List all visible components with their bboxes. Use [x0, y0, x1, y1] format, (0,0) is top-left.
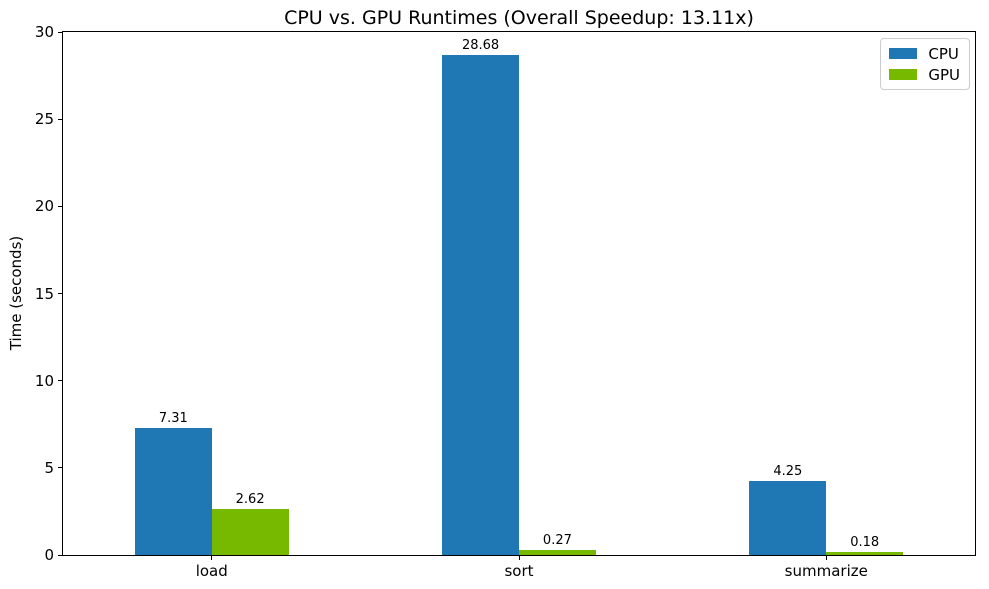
legend-label-cpu: CPU	[928, 44, 959, 63]
y-tick-mark	[58, 31, 62, 33]
bar-value-label-cpu-summarize: 4.25	[773, 463, 803, 479]
legend-swatch-cpu	[889, 48, 918, 59]
x-tick-mark	[825, 556, 827, 560]
y-tick-mark	[58, 205, 62, 207]
chart-title: CPU vs. GPU Runtimes (Overall Speedup: 1…	[284, 7, 754, 29]
bar-value-label-cpu-load: 7.31	[158, 410, 188, 426]
x-tick-label-sort: sort	[504, 562, 534, 580]
x-tick-mark	[211, 556, 213, 560]
bar-cpu-summarize	[749, 480, 827, 555]
y-tick-label: 25	[34, 110, 54, 129]
legend-swatch-gpu	[889, 69, 918, 80]
y-tick-mark	[58, 118, 62, 120]
bar-value-label-gpu-summarize: 0.18	[850, 534, 880, 550]
bar-gpu-load	[211, 509, 289, 555]
bar-gpu-summarize	[826, 551, 904, 555]
y-tick-label: 20	[34, 197, 54, 216]
bar-value-label-gpu-sort: 0.27	[542, 533, 572, 549]
y-axis-label: Time (seconds)	[7, 235, 25, 351]
x-tick-mark	[518, 556, 520, 560]
y-tick-label: 0	[44, 546, 54, 564]
y-tick-label: 10	[34, 371, 54, 390]
legend-item-gpu: GPU	[889, 64, 960, 85]
legend-label-gpu: GPU	[928, 65, 960, 84]
y-tick-label: 5	[44, 458, 54, 477]
bar-cpu-sort	[442, 55, 519, 555]
y-tick-mark	[58, 293, 62, 294]
legend: CPU GPU	[880, 38, 970, 90]
bar-value-label-cpu-sort: 28.68	[461, 38, 500, 54]
y-tick-mark	[58, 467, 62, 469]
bar-value-label-gpu-load: 2.62	[235, 492, 265, 508]
bar-cpu-load	[134, 427, 212, 555]
y-tick-mark	[58, 554, 62, 556]
bar-gpu-sort	[519, 550, 596, 555]
y-tick-mark	[58, 380, 62, 382]
legend-item-cpu: CPU	[889, 43, 960, 64]
x-tick-label-summarize: summarize	[784, 562, 868, 580]
x-tick-label-load: load	[195, 562, 228, 580]
y-tick-label: 15	[34, 284, 54, 303]
y-tick-label: 30	[34, 23, 54, 41]
plot-area: CPU GPU 0 5 10 15 20 25 30 load sort summarize 7.31…	[35, 23, 976, 580]
